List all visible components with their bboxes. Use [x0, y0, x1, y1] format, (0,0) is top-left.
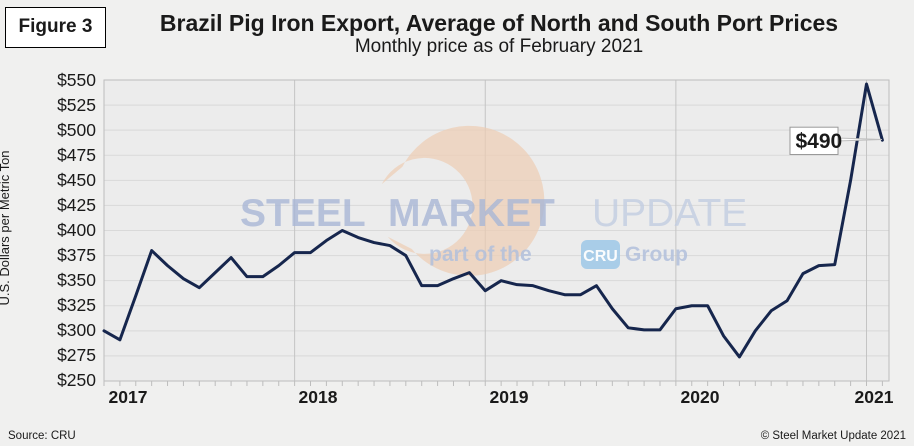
svg-text:$475: $475	[57, 145, 96, 165]
svg-text:2020: 2020	[681, 387, 720, 407]
svg-text:$500: $500	[57, 120, 96, 140]
svg-text:STEEL: STEEL	[240, 192, 366, 235]
svg-text:$250: $250	[57, 370, 96, 390]
svg-text:$490: $490	[796, 130, 843, 153]
svg-text:part of the: part of the	[429, 243, 532, 266]
svg-text:MARKET: MARKET	[388, 192, 555, 235]
svg-text:$375: $375	[57, 245, 96, 265]
svg-text:$350: $350	[57, 270, 96, 290]
svg-text:$300: $300	[57, 320, 96, 340]
svg-text:Group: Group	[625, 243, 688, 266]
svg-text:$425: $425	[57, 195, 96, 215]
svg-text:2021: 2021	[855, 387, 894, 407]
svg-text:CRU: CRU	[583, 248, 618, 265]
svg-text:$450: $450	[57, 170, 96, 190]
svg-text:$525: $525	[57, 95, 96, 115]
svg-text:$325: $325	[57, 295, 96, 315]
svg-text:$275: $275	[57, 345, 96, 365]
svg-text:2018: 2018	[299, 387, 338, 407]
svg-text:2019: 2019	[490, 387, 529, 407]
svg-text:2017: 2017	[109, 387, 148, 407]
svg-text:$550: $550	[57, 70, 96, 90]
svg-text:UPDATE: UPDATE	[592, 192, 747, 235]
svg-text:$400: $400	[57, 220, 96, 240]
